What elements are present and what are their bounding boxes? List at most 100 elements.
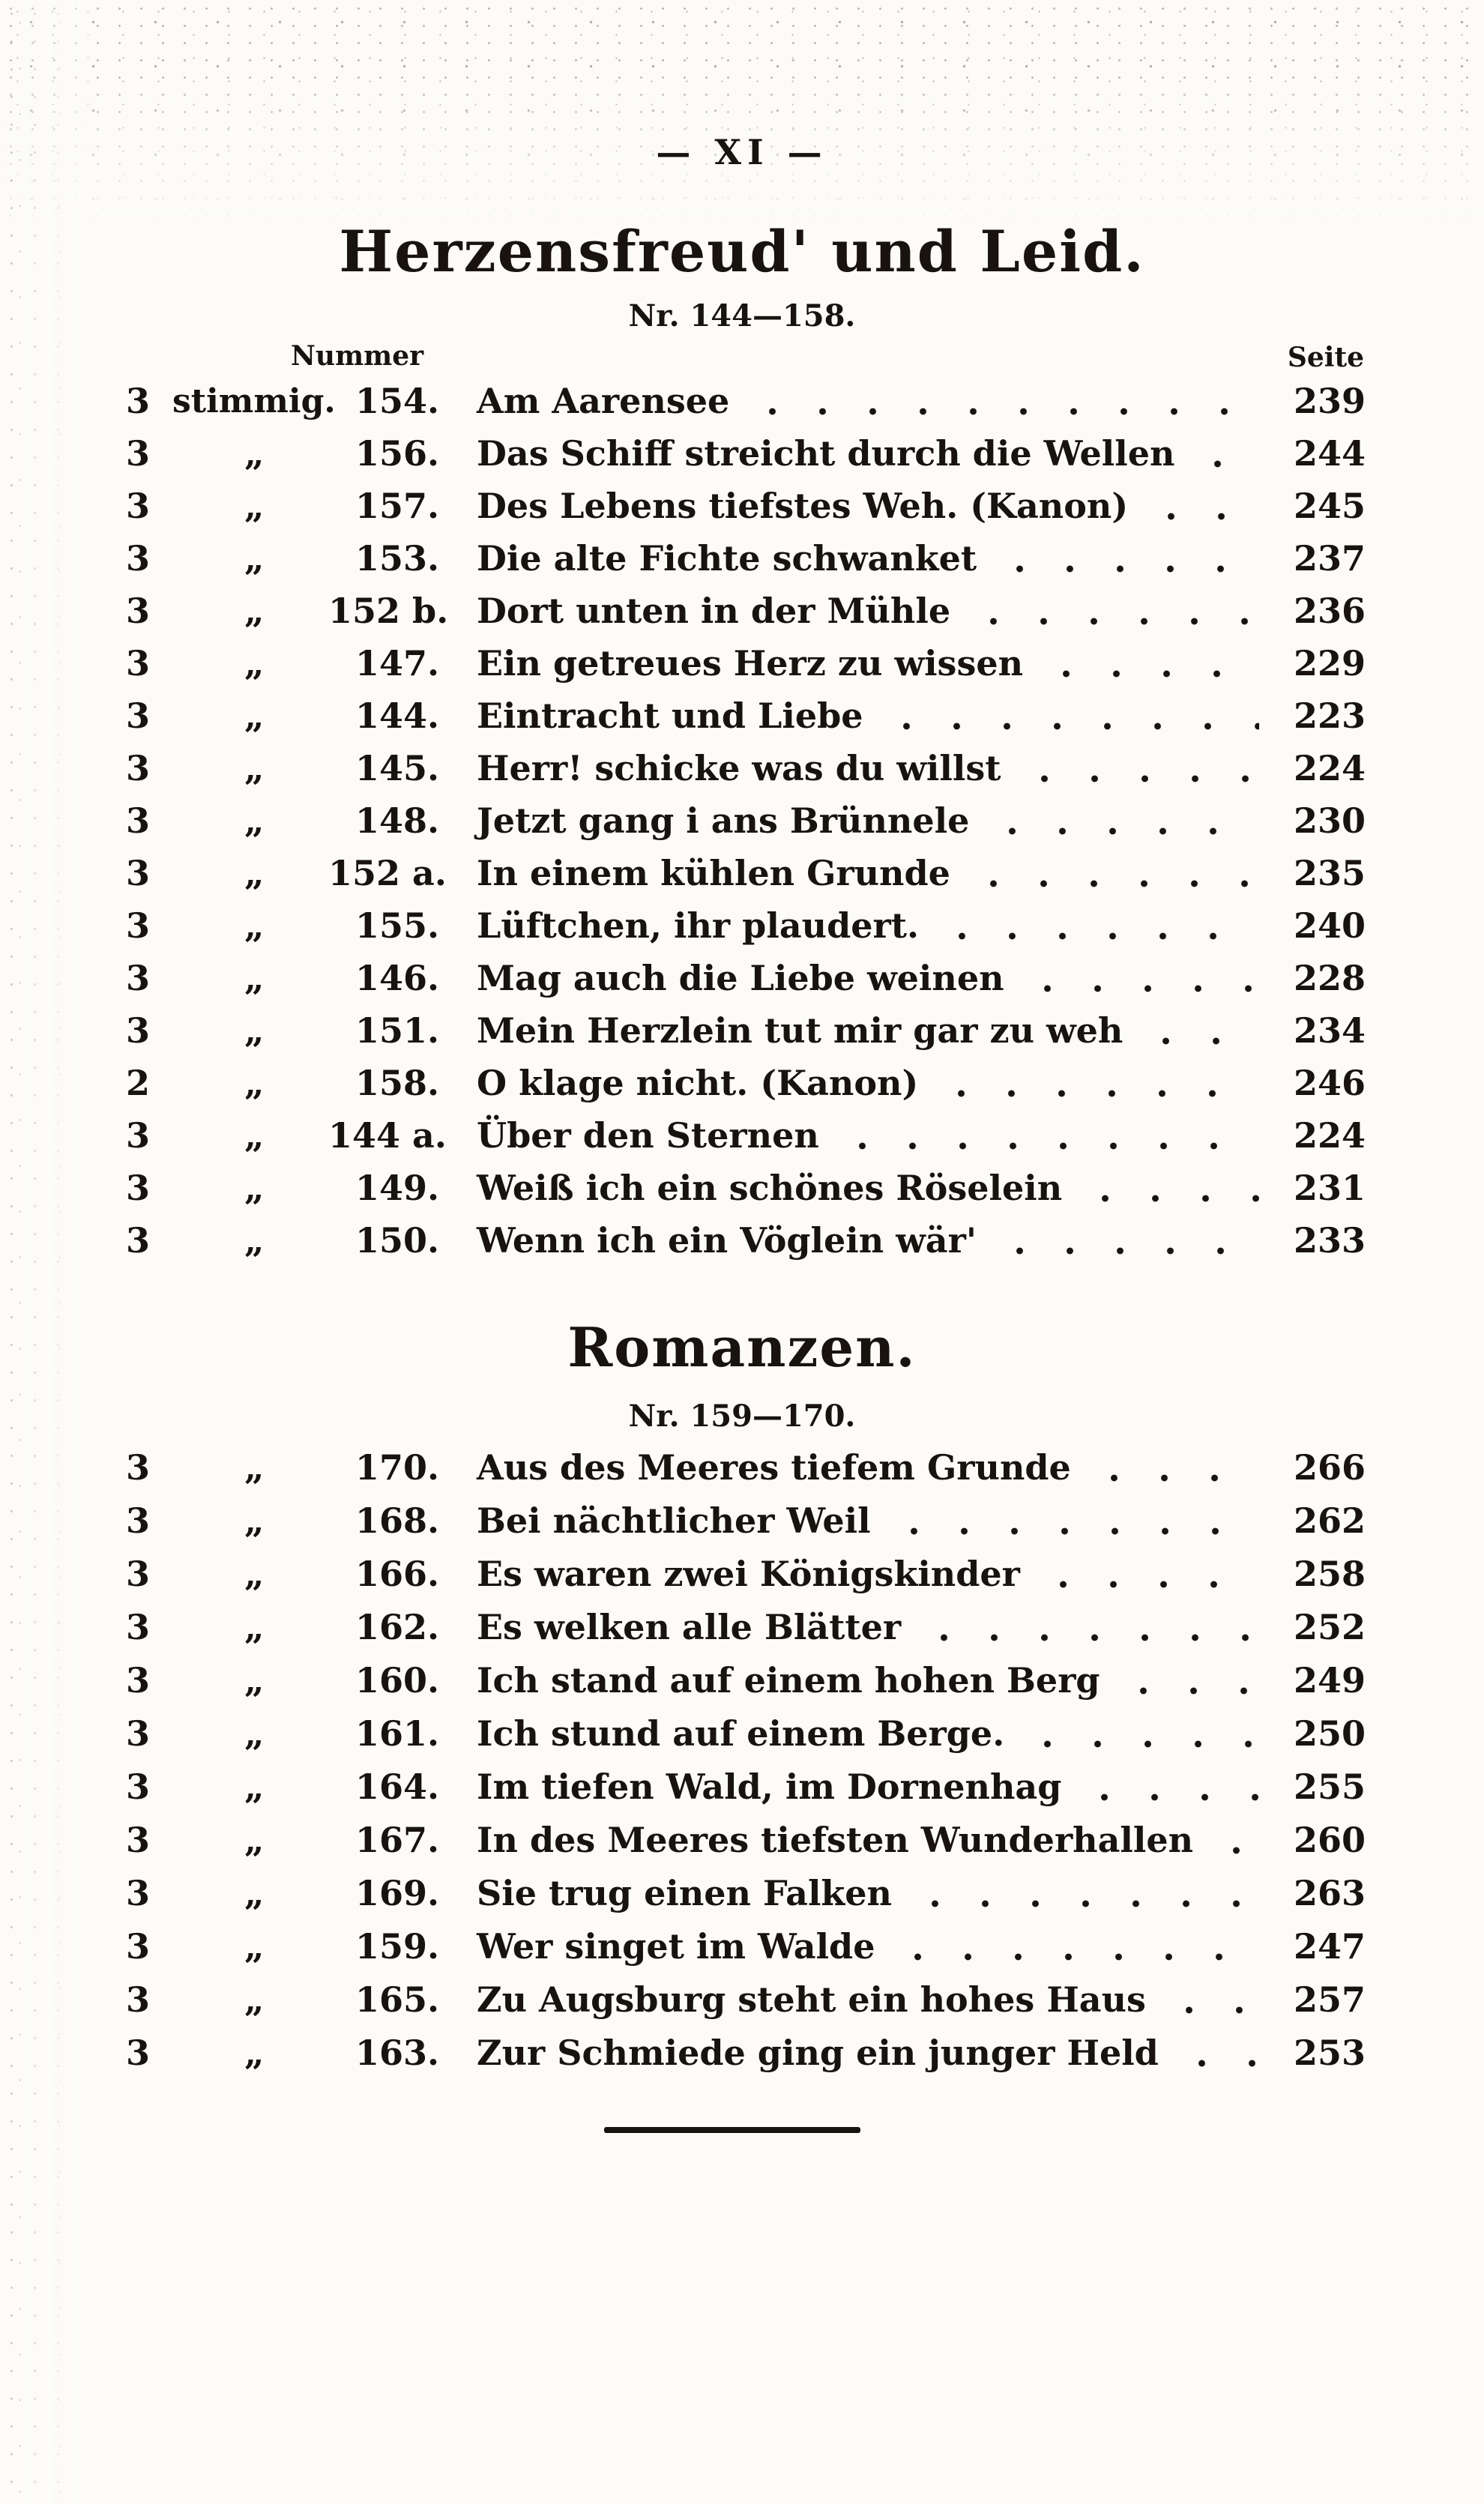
page-reference: 234 <box>1293 1010 1366 1051</box>
voices-label: „ <box>244 1553 265 1594</box>
song-number: 147. <box>355 643 439 684</box>
page-reference: 231 <box>1293 1168 1366 1208</box>
voices-count: 3 <box>126 1220 151 1261</box>
voices-label: „ <box>244 1168 265 1208</box>
voices-label: „ <box>244 1713 265 1754</box>
page-reference: 260 <box>1293 1819 1366 1860</box>
page-reference: 263 <box>1293 1872 1366 1913</box>
table-row: 3 „ 147. Ein getreues Herz zu wissen 229 <box>0 637 1484 690</box>
dot-leader <box>740 375 1259 427</box>
voices-count: 3 <box>126 958 151 998</box>
page-reference: 258 <box>1293 1553 1366 1594</box>
song-title: Herr! schicke was du willst <box>477 748 1001 788</box>
voices-count: 3 <box>126 905 151 946</box>
song-number: 158. <box>355 1063 439 1103</box>
song-number: 152 a. <box>328 853 447 893</box>
song-number: 148. <box>355 800 439 841</box>
voices-count: 3 <box>126 1500 151 1541</box>
song-title: Das Schiff streicht durch die Wellen <box>477 433 1175 474</box>
song-number: 169. <box>355 1872 439 1913</box>
song-title: Eintracht und Liebe <box>477 696 863 736</box>
table-row: 3 „ 168. Bei nächtlicher Weil 262 <box>0 1494 1484 1547</box>
dot-leader <box>1072 1760 1259 1813</box>
song-title: Sie trug einen Falken <box>477 1872 892 1913</box>
song-title: Weiß ich ein schönes Röselein <box>477 1168 1063 1208</box>
voices-label: „ <box>244 1979 265 2020</box>
song-title: Im tiefen Wald, im Dornenhag <box>477 1766 1062 1807</box>
table-row: 3 „ 167. In des Meeres tiefsten Wunderha… <box>0 1813 1484 1866</box>
page-reference: 252 <box>1293 1606 1366 1647</box>
song-number: 161. <box>355 1713 439 1754</box>
table-row: 3 „ 159. Wer singet im Walde 247 <box>0 1919 1484 1973</box>
voices-label: „ <box>244 696 265 736</box>
song-number: 164. <box>355 1766 439 1807</box>
page-reference: 237 <box>1293 538 1366 579</box>
voices-label: „ <box>244 1220 265 1261</box>
page-reference: 223 <box>1293 696 1366 736</box>
voices-count: 3 <box>126 696 151 736</box>
song-title: Wer singet im Walde <box>477 1925 875 1967</box>
voices-label: „ <box>244 1659 265 1701</box>
table-row: 3 stimmig. 154. Am Aarensee 239 <box>0 375 1484 427</box>
page-reference: 239 <box>1293 381 1366 421</box>
column-header-nummer: Nummer <box>291 340 424 372</box>
table-row: 3 „ 155. Lüftchen, ihr plaudert. 240 <box>0 899 1484 952</box>
table-row: 3 „ 161. Ich stund auf einem Berge. 250 <box>0 1707 1484 1760</box>
voices-count: 3 <box>126 2032 151 2073</box>
page-reference: 255 <box>1293 1766 1366 1807</box>
song-title: Ich stand auf einem hohen Berg <box>477 1659 1100 1701</box>
song-number: 165. <box>355 1979 439 2020</box>
voices-label: „ <box>244 1766 265 1807</box>
song-number: 159. <box>355 1925 439 1967</box>
dot-leader <box>873 690 1259 742</box>
dot-leader <box>1030 1547 1259 1600</box>
voices-count: 3 <box>126 1979 151 2020</box>
voices-label: „ <box>244 1446 265 1488</box>
voices-label: „ <box>244 591 265 631</box>
dot-leader <box>911 1600 1259 1653</box>
voices-label: „ <box>244 538 265 579</box>
voices-label: „ <box>244 433 265 474</box>
page-reference: 224 <box>1293 1115 1366 1156</box>
table-row: 3 „ 157. Des Lebens tiefstes Weh. (Kanon… <box>0 480 1484 532</box>
song-title: Des Lebens tiefstes Weh. (Kanon) <box>477 486 1129 526</box>
song-title: In des Meeres tiefsten Wunderhallen <box>477 1819 1194 1860</box>
song-title: Ein getreues Herz zu wissen <box>477 643 1024 684</box>
table-row: 3 „ 149. Weiß ich ein schönes Röselein 2… <box>0 1162 1484 1214</box>
song-title: Lüftchen, ihr plaudert. <box>477 905 920 946</box>
song-number: 152 b. <box>328 591 449 631</box>
song-title: Jetzt gang i ans Brünnele <box>477 800 970 841</box>
voices-count: 3 <box>126 1713 151 1754</box>
voices-label: stimmig. <box>172 381 336 420</box>
table-row: 3 „ 151. Mein Herzlein tut mir gar zu we… <box>0 1004 1484 1057</box>
voices-label: „ <box>244 958 265 998</box>
table-row: 3 „ 164. Im tiefen Wald, im Dornenhag 25… <box>0 1760 1484 1813</box>
page-reference: 257 <box>1293 1979 1366 2020</box>
table-row: 3 „ 160. Ich stand auf einem hohen Berg … <box>0 1653 1484 1707</box>
voices-count: 3 <box>126 486 151 526</box>
page-reference: 240 <box>1293 905 1366 946</box>
voices-count: 3 <box>126 643 151 684</box>
voices-count: 3 <box>126 1766 151 1807</box>
song-title: Über den Sternen <box>477 1115 819 1156</box>
toc-sections: Herzensfreud' und Leid. Nr. 144—158. Num… <box>0 218 1484 2079</box>
page-reference: 249 <box>1293 1659 1366 1701</box>
dot-leader <box>1034 637 1259 690</box>
voices-count: 3 <box>126 538 151 579</box>
voices-label: „ <box>244 1063 265 1103</box>
table-row: 3 „ 166. Es waren zwei Königskinder 258 <box>0 1547 1484 1600</box>
voices-count: 3 <box>126 1168 151 1208</box>
page-reference: 262 <box>1293 1500 1366 1541</box>
page-reference: 244 <box>1293 433 1366 474</box>
dot-leader <box>1185 427 1259 480</box>
voices-count: 2 <box>126 1063 151 1103</box>
song-title: Am Aarensee <box>477 381 730 421</box>
page-reference: 246 <box>1293 1063 1366 1103</box>
dot-leader <box>1133 1004 1259 1057</box>
voices-label: „ <box>244 1606 265 1647</box>
voices-count: 3 <box>126 433 151 474</box>
voices-count: 3 <box>126 381 151 421</box>
toc-section: Romanzen. Nr. 159—170. 3 „ 170. Aus des … <box>0 1313 1484 2079</box>
table-row: 3 „ 162. Es welken alle Blätter 252 <box>0 1600 1484 1653</box>
song-title: Aus des Meeres tiefem Grunde <box>477 1446 1071 1488</box>
